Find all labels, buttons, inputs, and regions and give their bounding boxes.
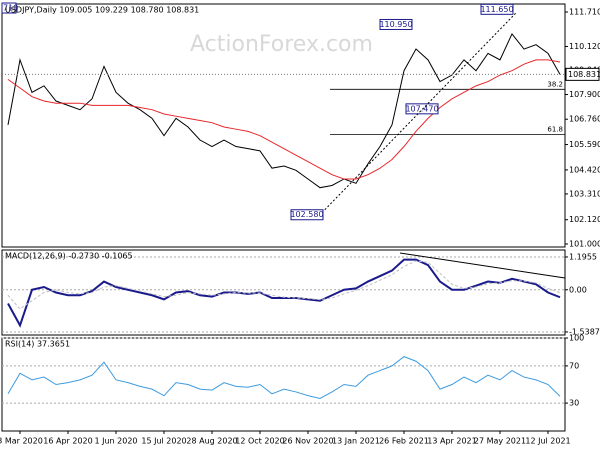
series-line: [7, 32, 561, 189]
x-tick-label: 26 Nov 2020: [282, 437, 333, 446]
fib-label: 61.8: [547, 126, 563, 134]
panel: [1, 249, 566, 336]
annotation: 710: [3, 4, 18, 13]
y-tick-label: 103.310: [569, 189, 600, 198]
y-tick-label: 100: [569, 334, 584, 343]
y-tick-label: 111.710: [569, 8, 600, 17]
annotation: 107.470: [405, 104, 438, 113]
panel-title: MACD(12,26,9) -0.2730 -0.1065: [5, 252, 133, 261]
panel-title: RSI(14) 37.3651: [5, 340, 70, 349]
y-tick-label: 102.120: [569, 215, 600, 224]
y-tick-label: 106.760: [569, 115, 600, 124]
annotation-box: [290, 209, 324, 221]
panel: [1, 3, 566, 248]
x-tick-label: 26 Feb 2021: [379, 437, 429, 446]
y-tick-label: 104.420: [569, 165, 600, 174]
panel-title: USDJPY,Daily 109.005 109.229 108.780 108…: [5, 6, 199, 15]
y-tick-label: 105.590: [569, 140, 600, 149]
current-box: [565, 67, 600, 81]
annotation: 111.650: [480, 5, 513, 14]
panel: [1, 337, 566, 432]
x-tick-label: 28 Aug 2020: [186, 437, 237, 446]
y-tick-label: 1.1955: [569, 252, 597, 261]
x-tick-label: 3 Mar 2020: [0, 437, 43, 446]
y-tick-label: 0.00: [569, 285, 587, 294]
y-tick-label: 70: [569, 361, 579, 370]
trend-line: [324, 12, 516, 211]
series-line: [7, 356, 561, 399]
trend-line: [399, 252, 566, 279]
x-tick-label: 12 Oct 2020: [235, 437, 284, 446]
watermark: ActionForex.com: [190, 32, 373, 57]
annotation-box: [1, 2, 17, 14]
y-tick-label: 30: [569, 399, 579, 408]
x-tick-label: 13 Apr 2021: [427, 437, 476, 446]
fib-label: 38.2: [547, 80, 563, 88]
x-tick-label: 27 May 2021: [474, 437, 526, 446]
series-line: [7, 59, 561, 180]
series-line: [7, 260, 561, 310]
current-label: 108.831: [568, 70, 600, 79]
y-tick-label: 107.900: [569, 90, 600, 99]
x-tick-label: 16 Apr 2020: [43, 437, 92, 446]
series-line: [7, 258, 561, 328]
x-tick-label: 13 Jan 2021: [332, 437, 380, 446]
y-tick-label: -1.5387: [569, 327, 600, 336]
x-tick-label: 1 Jun 2020: [94, 437, 137, 446]
annotation: 102.580: [290, 210, 323, 219]
annotation-box: [379, 18, 413, 30]
y-tick-label: 110.120: [569, 42, 600, 51]
annotation-box: [480, 3, 514, 15]
y-tick-label: 101.000: [569, 239, 600, 248]
annotation-box: [405, 103, 439, 115]
x-tick-label: 12 Jul 2021: [525, 437, 570, 446]
annotation: 110.950: [379, 20, 412, 29]
x-tick-label: 15 Jul 2020: [141, 437, 186, 446]
